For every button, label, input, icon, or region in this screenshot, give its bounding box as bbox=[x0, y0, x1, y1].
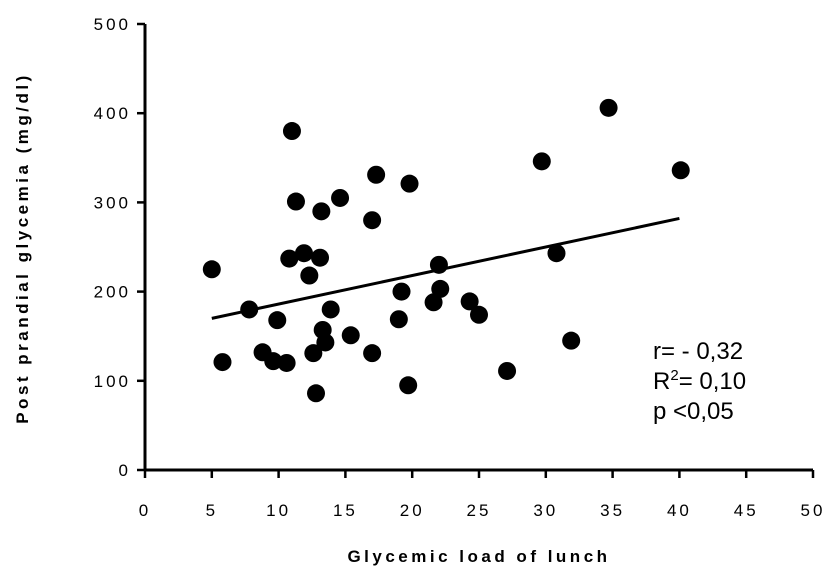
data-point bbox=[312, 202, 331, 221]
data-point bbox=[311, 248, 330, 267]
r-squared-value: = 0,10 bbox=[679, 368, 746, 395]
data-point bbox=[498, 361, 517, 380]
data-point bbox=[400, 174, 419, 193]
data-point bbox=[532, 152, 551, 171]
data-point bbox=[470, 305, 488, 324]
data-point bbox=[331, 188, 350, 207]
data-point bbox=[367, 165, 386, 184]
data-points bbox=[202, 98, 690, 403]
data-point bbox=[392, 282, 411, 301]
data-point bbox=[280, 249, 299, 268]
x-tick-label: 0 bbox=[139, 501, 151, 520]
data-point bbox=[389, 310, 408, 329]
p-value: p <0,05 bbox=[653, 398, 734, 425]
x-tick-label: 15 bbox=[333, 501, 358, 520]
x-tick-label: 20 bbox=[400, 501, 425, 520]
data-point bbox=[300, 266, 319, 285]
data-point bbox=[363, 211, 382, 230]
data-point bbox=[429, 255, 448, 274]
data-point bbox=[399, 376, 418, 395]
data-point bbox=[671, 161, 690, 180]
x-tick-label: 5 bbox=[206, 501, 218, 520]
r-squared-prefix: R bbox=[653, 368, 670, 395]
y-tick-label: 500 bbox=[94, 15, 131, 34]
data-point bbox=[460, 292, 479, 311]
data-point bbox=[316, 333, 335, 352]
x-tick-label: 30 bbox=[533, 501, 558, 520]
data-point bbox=[562, 331, 581, 350]
r-squared: R2= 0,10 bbox=[653, 367, 746, 395]
data-point bbox=[307, 384, 326, 403]
data-point bbox=[286, 192, 305, 211]
data-point bbox=[363, 344, 382, 363]
data-point bbox=[264, 352, 283, 371]
r-squared-superscript: 2 bbox=[670, 367, 678, 384]
correlation-r: r= - 0,32 bbox=[653, 338, 743, 365]
x-tick-label: 50 bbox=[801, 501, 826, 520]
data-point bbox=[294, 244, 313, 263]
y-ticks: 0 100 200 300 400 500 bbox=[94, 15, 145, 480]
x-tick-label: 10 bbox=[266, 501, 291, 520]
data-point bbox=[599, 98, 618, 117]
y-axis-title: Post prandial glycemia (mg/dl) bbox=[13, 72, 32, 424]
data-point bbox=[282, 122, 301, 141]
data-point bbox=[202, 260, 221, 279]
y-tick-label: 400 bbox=[94, 104, 131, 123]
y-tick-label: 100 bbox=[94, 372, 131, 391]
y-tick-label: 300 bbox=[94, 193, 131, 212]
data-point bbox=[240, 300, 259, 319]
data-point bbox=[268, 311, 287, 330]
x-tick-label: 45 bbox=[734, 501, 759, 520]
data-point bbox=[213, 353, 232, 372]
data-point bbox=[547, 244, 566, 263]
data-point bbox=[341, 326, 360, 345]
x-tick-label: 40 bbox=[667, 501, 692, 520]
x-axis-title: Glycemic load of lunch bbox=[347, 547, 610, 566]
y-tick-label: 0 bbox=[119, 461, 131, 480]
x-ticks: 0 5 10 15 20 25 30 35 40 45 50 bbox=[139, 470, 826, 520]
data-point bbox=[431, 279, 450, 298]
x-tick-label: 35 bbox=[600, 501, 625, 520]
y-tick-label: 200 bbox=[94, 283, 131, 302]
data-point bbox=[321, 300, 340, 319]
data-point bbox=[304, 344, 323, 363]
data-point bbox=[277, 353, 296, 372]
x-tick-label: 25 bbox=[467, 501, 492, 520]
data-point bbox=[424, 293, 443, 312]
statistics-annotation: r= - 0,32 R2= 0,10 p <0,05 bbox=[653, 338, 746, 425]
